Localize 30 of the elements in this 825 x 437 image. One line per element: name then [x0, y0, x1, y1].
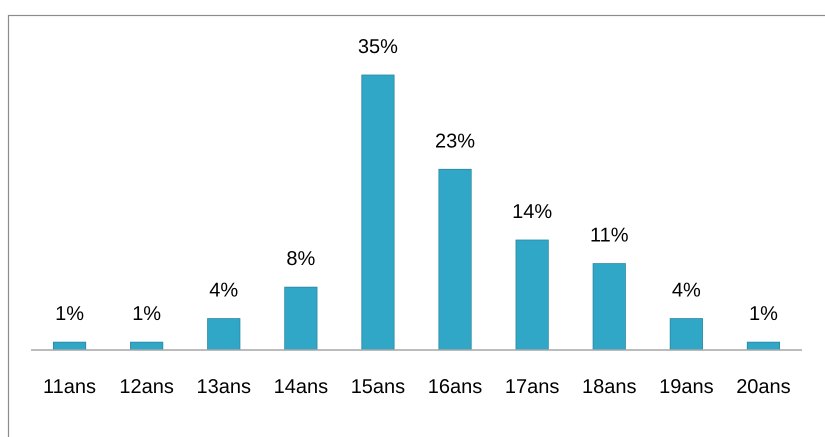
bar — [361, 74, 395, 350]
data-label: 14% — [512, 201, 552, 223]
data-label: 4% — [209, 280, 238, 302]
x-tick-label: 14ans — [274, 376, 328, 398]
bar — [52, 342, 86, 350]
x-tick-label: 20ans — [736, 376, 791, 398]
data-label: 8% — [286, 248, 316, 270]
x-tick-label: 17ans — [504, 376, 560, 398]
data-label: 1% — [132, 303, 162, 326]
data-label: 4% — [672, 280, 702, 302]
data-label: 1% — [748, 303, 778, 326]
data-label: 23% — [435, 130, 476, 152]
x-tick-label: 16ans — [428, 376, 482, 398]
data-label: 35% — [358, 36, 398, 58]
x-tick-label: 18ans — [582, 376, 636, 398]
bar — [592, 263, 626, 350]
bar — [284, 286, 318, 350]
bar — [516, 240, 549, 350]
data-label: 11% — [590, 224, 629, 247]
bar — [207, 318, 240, 350]
bar — [670, 318, 703, 350]
bar — [746, 342, 780, 350]
x-tick-label: 13ans — [196, 376, 251, 398]
x-tick-label: 11ans — [43, 376, 96, 398]
bar — [438, 168, 472, 350]
data-label: 1% — [55, 303, 84, 326]
x-tick-label: 12ans — [119, 376, 174, 398]
x-tick-label: 19ans — [659, 376, 714, 398]
x-tick-label: 15ans — [350, 376, 406, 398]
bar — [130, 342, 164, 350]
